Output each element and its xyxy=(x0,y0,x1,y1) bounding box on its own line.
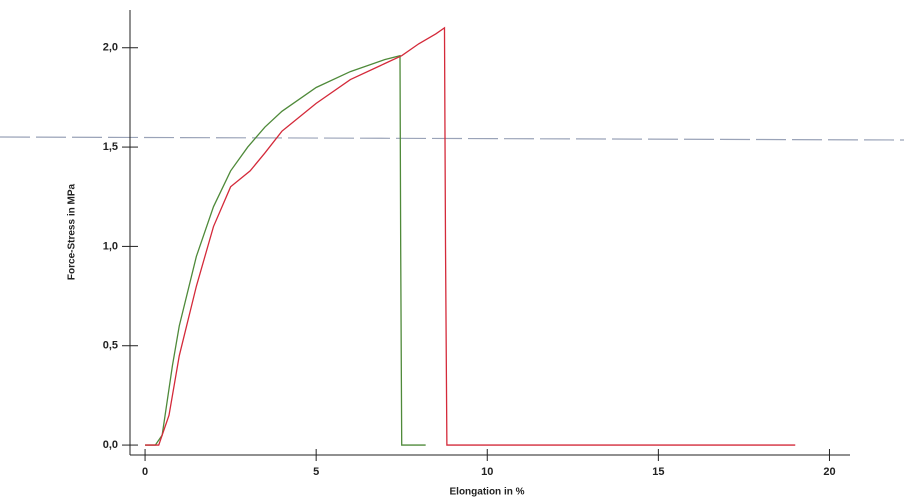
x-tick-label: 20 xyxy=(823,466,835,478)
y-tick-label: 0,0 xyxy=(103,439,118,451)
scan-artifact xyxy=(0,136,904,141)
x-tick-label: 0 xyxy=(142,466,148,478)
y-tick-label: 2,0 xyxy=(103,42,118,54)
x-tick-label: 15 xyxy=(652,466,664,478)
y-tick-label: 0,5 xyxy=(103,340,118,352)
y-tick-label: 1,5 xyxy=(103,141,118,153)
y-tick-label: 1,0 xyxy=(103,240,118,252)
x-axis-label: Elongation in % xyxy=(450,487,525,498)
series-line xyxy=(145,26,796,446)
series-line xyxy=(145,54,426,446)
x-tick-label: 5 xyxy=(313,466,319,478)
x-tick-label: 10 xyxy=(481,466,493,478)
y-axis-label: Force-Stress in MPa xyxy=(67,183,78,280)
